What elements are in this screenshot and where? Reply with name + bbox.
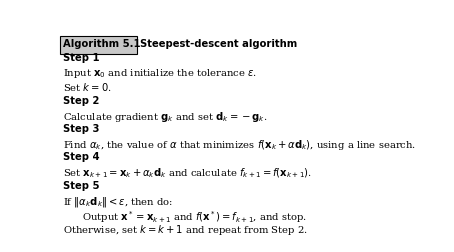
Text: Otherwise, set $k = k + 1$ and repeat from Step 2.: Otherwise, set $k = k + 1$ and repeat fr… <box>63 223 308 237</box>
Text: Step 4: Step 4 <box>63 152 100 162</box>
Text: Set $k = 0$.: Set $k = 0$. <box>63 81 112 93</box>
Text: Set $\mathbf{x}_{k+1} = \mathbf{x}_k + \alpha_k\mathbf{d}_k$ and calculate $f_{k: Set $\mathbf{x}_{k+1} = \mathbf{x}_k + \… <box>63 167 312 180</box>
Text: Step 3: Step 3 <box>63 124 99 134</box>
Text: Algorithm 5.1: Algorithm 5.1 <box>63 39 141 49</box>
Text: Calculate gradient $\mathbf{g}_k$ and set $\mathbf{d}_k = -\mathbf{g}_k$.: Calculate gradient $\mathbf{g}_k$ and se… <box>63 110 267 124</box>
Text: Steepest-descent algorithm: Steepest-descent algorithm <box>140 39 298 49</box>
Text: Find $\alpha_k$, the value of $\alpha$ that minimizes $f(\mathbf{x}_k+\alpha\mat: Find $\alpha_k$, the value of $\alpha$ t… <box>63 138 416 152</box>
Text: Step 1: Step 1 <box>63 53 100 63</box>
Text: Input $\mathbf{x}_0$ and initialize the tolerance $\varepsilon$.: Input $\mathbf{x}_0$ and initialize the … <box>63 67 257 80</box>
Text: Step 2: Step 2 <box>63 96 99 106</box>
Text: Output $\mathbf{x}^* = \mathbf{x}_{k+1}$ and $f(\mathbf{x}^*) = f_{k+1}$, and st: Output $\mathbf{x}^* = \mathbf{x}_{k+1}$… <box>83 209 307 225</box>
Text: If $\|\alpha_k\mathbf{d}_k\| < \varepsilon$, then do:: If $\|\alpha_k\mathbf{d}_k\| < \varepsil… <box>63 195 173 209</box>
Text: Step 5: Step 5 <box>63 181 99 191</box>
FancyBboxPatch shape <box>59 36 137 53</box>
